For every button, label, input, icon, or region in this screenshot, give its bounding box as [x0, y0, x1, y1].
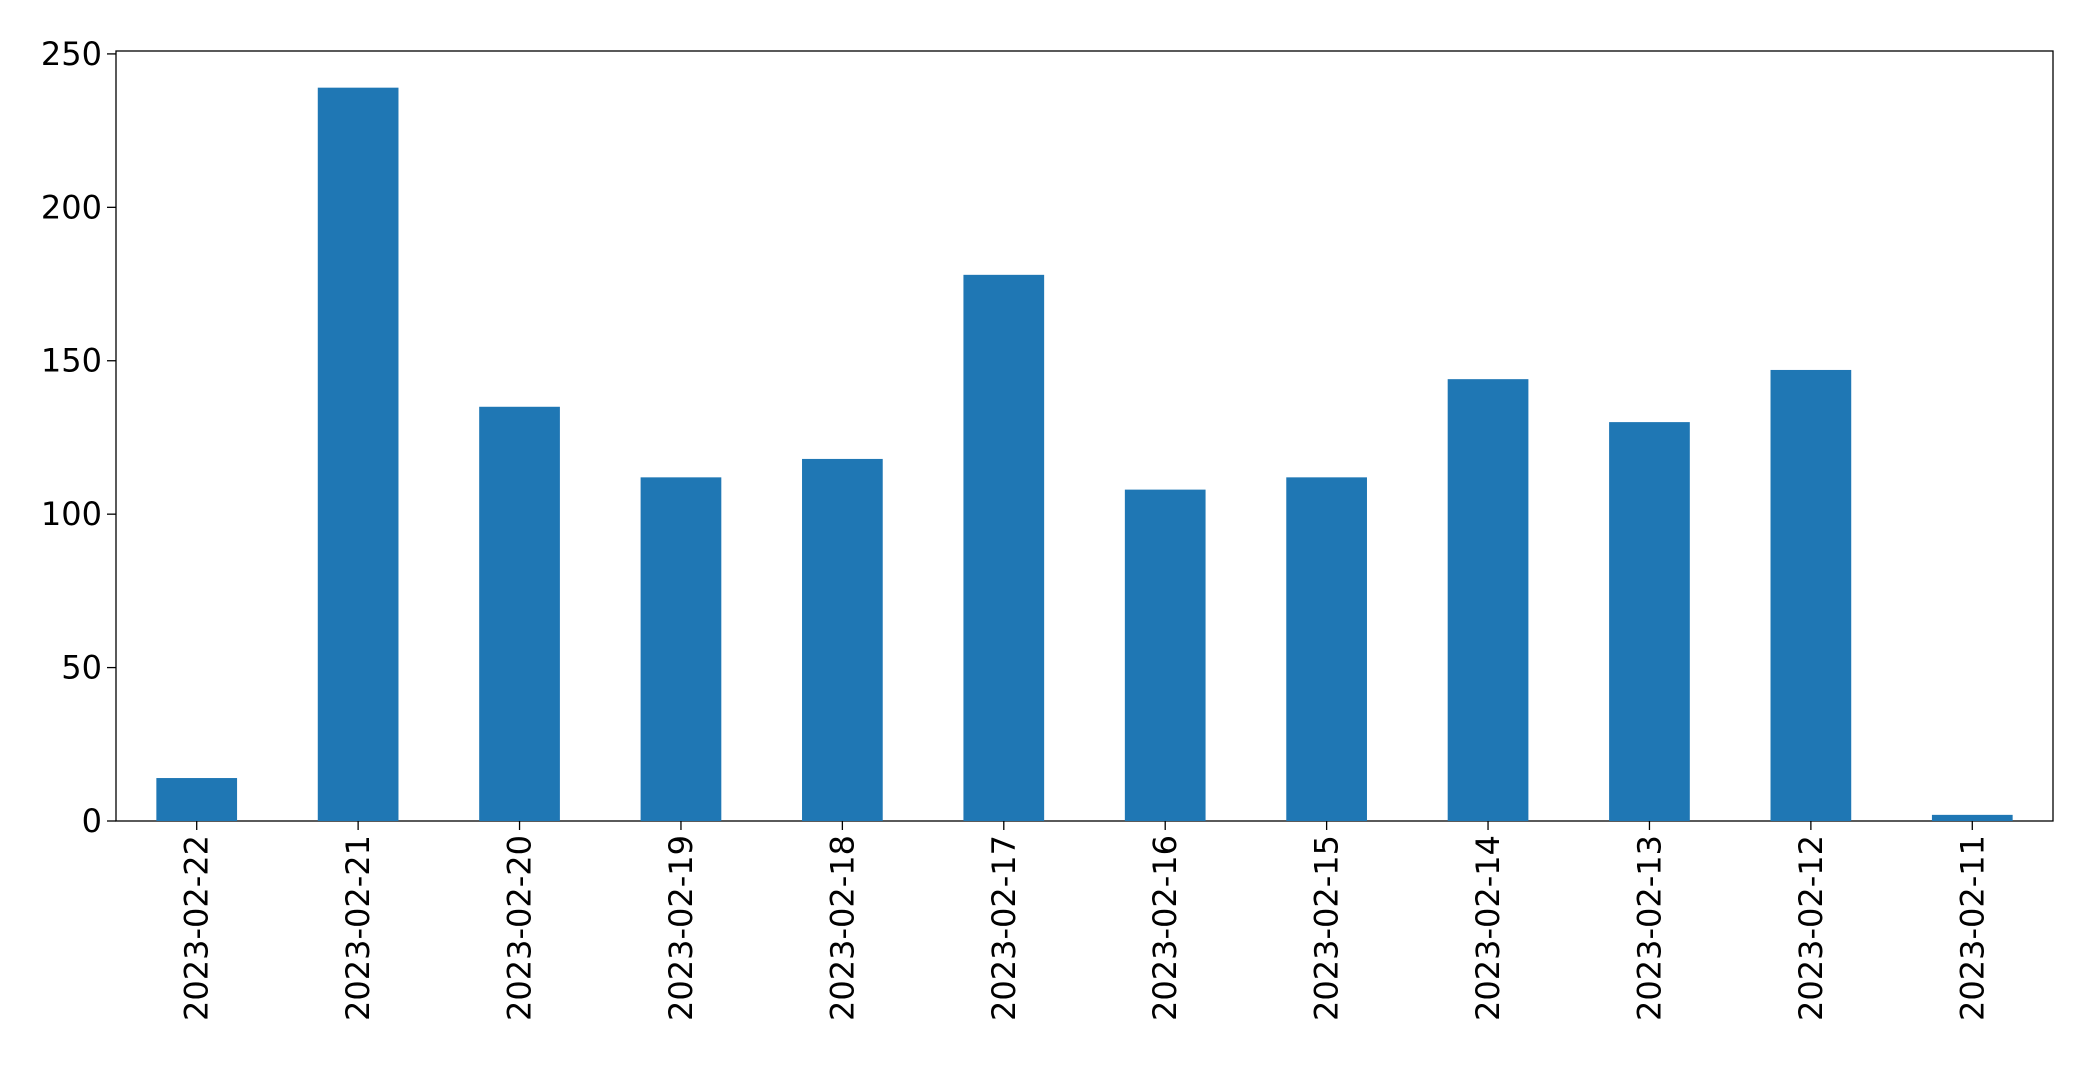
x-tick-label: 2023-02-19: [662, 835, 700, 1021]
bar: [802, 458, 883, 821]
bar: [1286, 477, 1367, 821]
bar: [1447, 379, 1529, 821]
x-tick-label: 2023-02-14: [1469, 835, 1507, 1021]
bar: [1770, 369, 1852, 821]
y-tick-label: 0: [82, 802, 102, 840]
x-tick-label: 2023-02-22: [178, 835, 216, 1021]
bar: [479, 406, 560, 821]
plot-frame: [115, 50, 2054, 822]
bar: [1124, 489, 1206, 821]
x-tick-label: 2023-02-17: [985, 835, 1023, 1021]
x-tick-label: 2023-02-16: [1146, 835, 1184, 1021]
x-tick-label: 2023-02-13: [1630, 835, 1668, 1021]
x-tick-label: 2023-02-12: [1792, 835, 1830, 1021]
bar: [963, 274, 1045, 821]
y-tick-label: 150: [41, 342, 102, 380]
y-tick-label: 250: [41, 35, 102, 73]
y-tick-label: 50: [61, 649, 102, 687]
bar: [317, 87, 399, 821]
bar: [1609, 422, 1690, 821]
x-tick-label: 2023-02-11: [1953, 835, 1991, 1021]
y-tick-label: 100: [41, 495, 102, 533]
bar: [1931, 814, 2013, 821]
x-tick-label: 2023-02-15: [1308, 835, 1346, 1021]
bar: [640, 477, 722, 821]
y-tick-label: 200: [41, 188, 102, 226]
x-tick-label: 2023-02-18: [823, 835, 861, 1021]
x-tick-label: 2023-02-20: [501, 835, 539, 1021]
bar: [156, 778, 238, 821]
x-tick-label: 2023-02-21: [339, 835, 377, 1021]
